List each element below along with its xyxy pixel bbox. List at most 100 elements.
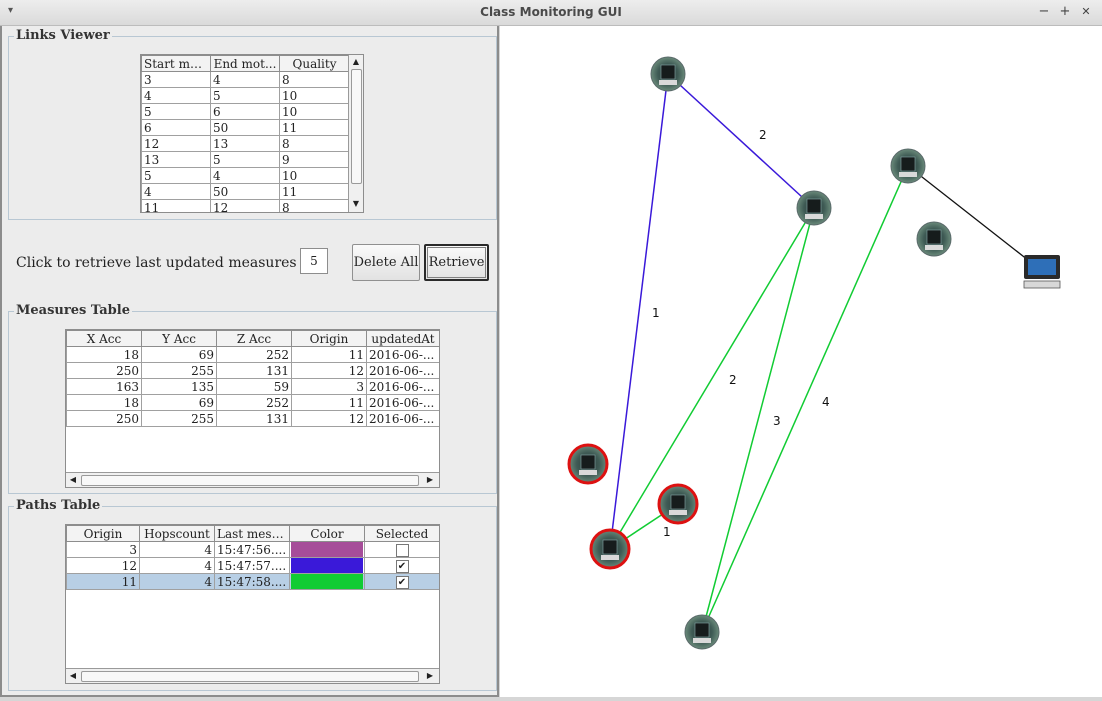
table-cell: 255: [141, 362, 217, 379]
table-row[interactable]: 250 255 131 12 2016-06-...: [66, 410, 439, 427]
table-row[interactable]: 250 255 131 12 2016-06-...: [66, 362, 439, 379]
scroll-right-icon[interactable]: ▶: [426, 671, 434, 680]
delete-all-button[interactable]: Delete All: [352, 244, 420, 281]
table-cell: 12: [141, 135, 211, 152]
table-row[interactable]: 18 69 252 11 2016-06-...: [66, 394, 439, 411]
links-column-header[interactable]: Quality: [279, 55, 350, 72]
paths-column-header[interactable]: Color: [289, 525, 365, 542]
scroll-thumb[interactable]: [351, 69, 362, 184]
selected-checkbox[interactable]: ✔: [395, 575, 409, 589]
table-cell: 69: [141, 346, 217, 363]
selected-cell: ✔: [364, 557, 439, 574]
close-icon[interactable]: ✕: [1081, 5, 1091, 18]
paths-column-header[interactable]: Selected: [364, 525, 439, 542]
table-cell: 59: [216, 378, 292, 395]
measures-table: X Acc Y Acc Z Acc Origin updatedAt 18 69 252 11…: [66, 330, 439, 427]
color-swatch[interactable]: [291, 574, 363, 589]
measures-column-header[interactable]: Y Acc: [141, 330, 217, 347]
paths-column-header[interactable]: Last mess...: [214, 525, 290, 542]
table-cell: 50: [210, 183, 280, 200]
link-edge-mote-b-mote-g: [609, 207, 815, 550]
retrieve-button[interactable]: Retrieve: [424, 244, 489, 281]
measures-horizontal-scrollbar[interactable]: ◀ ▶: [66, 472, 439, 487]
paths-column-header[interactable]: Hopscount: [139, 525, 215, 542]
table-row[interactable]: 3 4 15:47:56....: [66, 541, 439, 558]
links-column-header[interactable]: Start mo...: [141, 55, 211, 72]
table-cell: 252: [216, 346, 292, 363]
mote-a-icon[interactable]: [650, 56, 686, 92]
scroll-thumb[interactable]: [81, 671, 419, 682]
table-row[interactable]: 163 135 59 3 2016-06-...: [66, 378, 439, 395]
table-row[interactable]: 11 12 8: [141, 199, 350, 212]
links-vertical-scrollbar[interactable]: ▲ ▼: [348, 55, 363, 212]
measures-table-container: X Acc Y Acc Z Acc Origin updatedAt 18 69 252 11…: [65, 329, 440, 488]
computer-icon[interactable]: [1023, 255, 1061, 289]
maximize-icon[interactable]: +: [1059, 4, 1071, 19]
table-cell: 15:47:56....: [214, 541, 290, 558]
table-row[interactable]: 18 69 252 11 2016-06-...: [66, 346, 439, 363]
table-row[interactable]: 13 5 9: [141, 151, 350, 168]
scroll-left-icon[interactable]: ◀: [69, 671, 77, 680]
table-row[interactable]: 11 4 15:47:58.... ✔: [66, 573, 439, 590]
table-row[interactable]: 12 13 8: [141, 135, 350, 152]
color-swatch[interactable]: [291, 542, 363, 557]
edge-label: 2: [729, 373, 737, 387]
table-cell: 6: [210, 103, 280, 120]
table-cell: 9: [279, 151, 350, 168]
table-cell: 3: [141, 71, 211, 88]
links-table: Start mo... End mot... Quality 3 4 8 4 5 10 5 6 10…: [141, 55, 350, 212]
mote-e-icon[interactable]: [567, 443, 609, 485]
paths-table-group: Paths Table Origin Hopscount Last mess... C…: [8, 498, 497, 691]
table-row[interactable]: 5 4 10: [141, 167, 350, 184]
paths-column-header[interactable]: Origin: [66, 525, 140, 542]
mote-g-icon[interactable]: [589, 528, 631, 570]
measures-column-header[interactable]: updatedAt: [366, 330, 439, 347]
table-cell: 2016-06-...: [366, 410, 439, 427]
table-cell: 4: [139, 541, 215, 558]
scroll-down-icon[interactable]: ▼: [352, 199, 360, 208]
minimize-icon[interactable]: −: [1038, 4, 1050, 19]
selected-checkbox[interactable]: ✔: [395, 559, 409, 573]
mote-f-icon[interactable]: [657, 483, 699, 525]
scroll-thumb[interactable]: [81, 475, 419, 486]
measures-column-header[interactable]: Origin: [291, 330, 367, 347]
table-row[interactable]: 6 50 11: [141, 119, 350, 136]
table-cell: 11: [291, 394, 367, 411]
measures-column-header[interactable]: Z Acc: [216, 330, 292, 347]
mote-h-icon[interactable]: [684, 614, 720, 650]
selected-cell: ✔: [364, 573, 439, 590]
table-row[interactable]: 5 6 10: [141, 103, 350, 120]
table-cell: 8: [279, 135, 350, 152]
mote-b-icon[interactable]: [796, 190, 832, 226]
mote-c-icon[interactable]: [890, 148, 926, 184]
paths-horizontal-scrollbar[interactable]: ◀ ▶: [66, 668, 439, 683]
scroll-left-icon[interactable]: ◀: [69, 475, 77, 484]
link-edge-mote-a-mote-g: [609, 73, 669, 550]
links-viewer-group: Links Viewer Start mo... End mot... Qualit…: [8, 28, 497, 220]
measures-column-header[interactable]: X Acc: [66, 330, 142, 347]
table-cell: 252: [216, 394, 292, 411]
network-graph-view[interactable]: 1 2 2 3 4 1: [500, 26, 1102, 697]
table-cell: 250: [66, 410, 142, 427]
network-graph[interactable]: 1 2 2 3 4 1: [500, 26, 1102, 697]
scroll-up-icon[interactable]: ▲: [352, 57, 360, 66]
link-edge-mote-c-computer: [907, 165, 1043, 272]
link-edge-mote-a-mote-b: [667, 73, 815, 209]
table-row[interactable]: 4 50 11: [141, 183, 350, 200]
table-row[interactable]: 4 5 10: [141, 87, 350, 104]
table-cell: 131: [216, 410, 292, 427]
link-edge-mote-c-mote-h: [701, 165, 909, 633]
paths-table: Origin Hopscount Last mess... Color Selected…: [66, 525, 439, 590]
measure-count-field[interactable]: 5: [300, 248, 328, 274]
color-swatch[interactable]: [291, 558, 363, 573]
table-cell: 5: [210, 87, 280, 104]
table-row[interactable]: 12 4 15:47:57.... ✔: [66, 557, 439, 574]
mote-d-icon[interactable]: [916, 221, 952, 257]
selected-checkbox[interactable]: [395, 543, 409, 557]
links-column-header[interactable]: End mot...: [210, 55, 280, 72]
scroll-right-icon[interactable]: ▶: [426, 475, 434, 484]
table-cell: 15:47:58....: [214, 573, 290, 590]
window-menu-icon[interactable]: ▾: [8, 5, 14, 16]
link-edge-mote-b-mote-h: [701, 207, 815, 633]
